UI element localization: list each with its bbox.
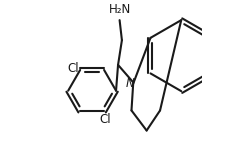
Text: Cl: Cl <box>68 62 79 75</box>
Text: N: N <box>126 77 134 90</box>
Text: Cl: Cl <box>100 113 112 126</box>
Text: H₂N: H₂N <box>108 3 131 16</box>
